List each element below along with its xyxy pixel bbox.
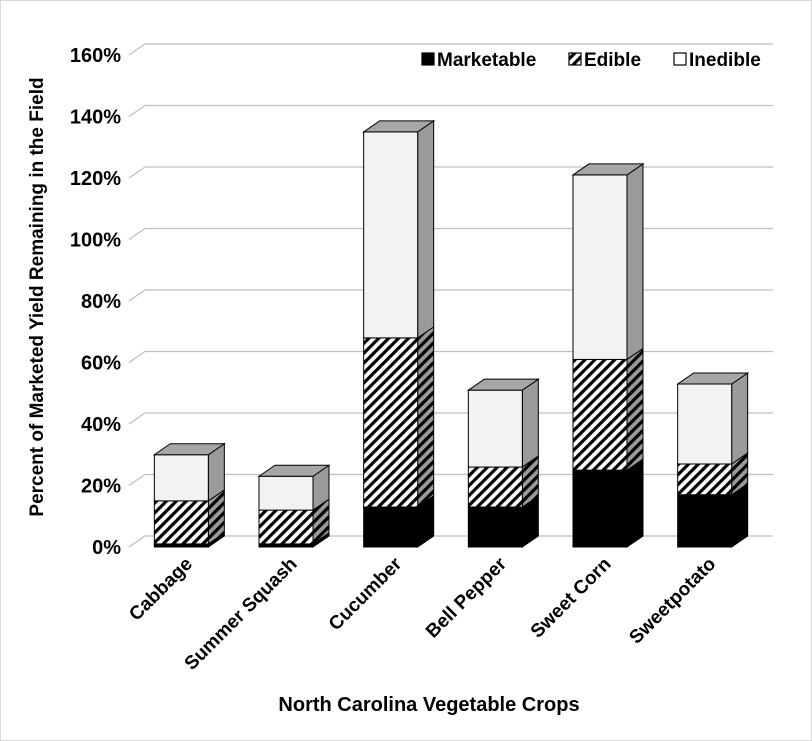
y-tick-label: 160% [70, 45, 121, 67]
bar-cucumber-inedible [363, 119, 435, 339]
legend-item-marketable: Marketable [421, 50, 536, 71]
x-tick-label: Sweet Corn [527, 554, 616, 643]
bar-cucumber-edible [363, 325, 435, 508]
bar-side-face [626, 162, 644, 361]
bar-group-sweet-corn [571, 162, 645, 548]
bar-cucumber-marketable [363, 495, 435, 548]
legend: Marketable Edible Inedible [421, 50, 761, 71]
y-tick-label: 140% [70, 107, 121, 129]
bar-front-face [258, 509, 314, 545]
bar-group-cabbage [152, 442, 226, 548]
gridline [128, 227, 773, 241]
legend-label: Inedible [689, 50, 761, 71]
gridline [128, 289, 773, 302]
bar-top-face [466, 378, 540, 391]
bar-side-face [521, 378, 539, 469]
bar-bell-pepper-inedible [467, 378, 539, 469]
bar-group-cucumber [362, 119, 436, 548]
bar-front-face [153, 454, 209, 502]
gridline [128, 412, 773, 425]
bar-side-face [626, 347, 644, 472]
bar-front-face [677, 494, 733, 548]
x-axis-title: North Carolina Vegetable Crops [278, 694, 579, 716]
bar-front-face [363, 506, 419, 548]
x-tick-label: Summer Squash [181, 554, 302, 675]
gridlines [128, 43, 773, 548]
bar-group-summer-squash [257, 464, 331, 548]
bar-top-face [676, 372, 750, 385]
bars [152, 119, 750, 548]
bar-sweet-corn-inedible [572, 162, 644, 361]
y-tick-label: 80% [81, 291, 121, 313]
x-tick-label: Cabbage [125, 554, 197, 626]
legend-item-edible: Edible [568, 50, 641, 71]
bar-front-face [363, 337, 419, 508]
bar-top-face [152, 443, 226, 456]
gridline [128, 43, 773, 56]
bar-front-face [677, 383, 733, 465]
legend-swatch [421, 52, 435, 66]
bar-group-sweetpotato [676, 372, 750, 548]
bar-summer-squash-edible [258, 498, 330, 545]
y-tick-label: 40% [81, 414, 121, 436]
bar-front-face [572, 174, 628, 360]
bar-side-face [417, 325, 435, 508]
y-tick-label: 60% [81, 353, 121, 375]
legend-label: Marketable [437, 50, 536, 71]
legend-swatch [673, 52, 687, 66]
x-tick-label: Bell Pepper [422, 553, 511, 642]
bar-front-face [467, 466, 523, 508]
bar-front-face [572, 358, 628, 471]
legend-label: Edible [584, 50, 641, 71]
bar-front-face [677, 463, 733, 496]
bar-front-face [572, 469, 628, 548]
y-tick-label: 120% [70, 168, 121, 190]
x-tick-label: Sweetpotato [625, 554, 720, 649]
bar-side-face [626, 458, 644, 548]
bar-sweet-corn-edible [572, 347, 644, 472]
bar-summer-squash-inedible [258, 464, 330, 512]
gridline [128, 166, 773, 179]
bar-side-face [731, 372, 749, 465]
gridline [128, 104, 773, 118]
gridline [128, 350, 773, 364]
gridline [128, 535, 773, 548]
bar-top-face [257, 464, 331, 477]
bar-bell-pepper-marketable [467, 495, 539, 548]
legend-item-inedible: Inedible [673, 50, 761, 71]
bar-front-face [467, 389, 523, 468]
bar-front-face [258, 475, 314, 511]
bar-group-bell-pepper [466, 378, 540, 548]
x-tick-label: Cucumber [325, 553, 407, 635]
bar-bell-pepper-edible [467, 455, 539, 508]
y-tick-label: 0% [92, 537, 121, 559]
bar-side-face [417, 119, 435, 339]
bar-front-face [153, 500, 209, 545]
legend-swatch [568, 52, 582, 66]
bar-top-face [362, 120, 436, 133]
bar-top-face [571, 163, 645, 176]
y-axis-tick-labels: 0% 20% 40% 60% 80% 100% 120% 140% 160% [70, 45, 121, 559]
y-tick-label: 20% [81, 476, 121, 498]
bar-front-face [363, 131, 419, 339]
y-axis-title: Percent of Marketed Yield Remaining in t… [27, 77, 48, 516]
bar-sweetpotato-marketable [677, 482, 749, 548]
bar-front-face [467, 506, 523, 548]
gridline [128, 473, 773, 487]
bar-sweet-corn-marketable [572, 458, 644, 548]
y-tick-label: 100% [70, 230, 121, 252]
bar-sweetpotato-inedible [677, 372, 749, 465]
